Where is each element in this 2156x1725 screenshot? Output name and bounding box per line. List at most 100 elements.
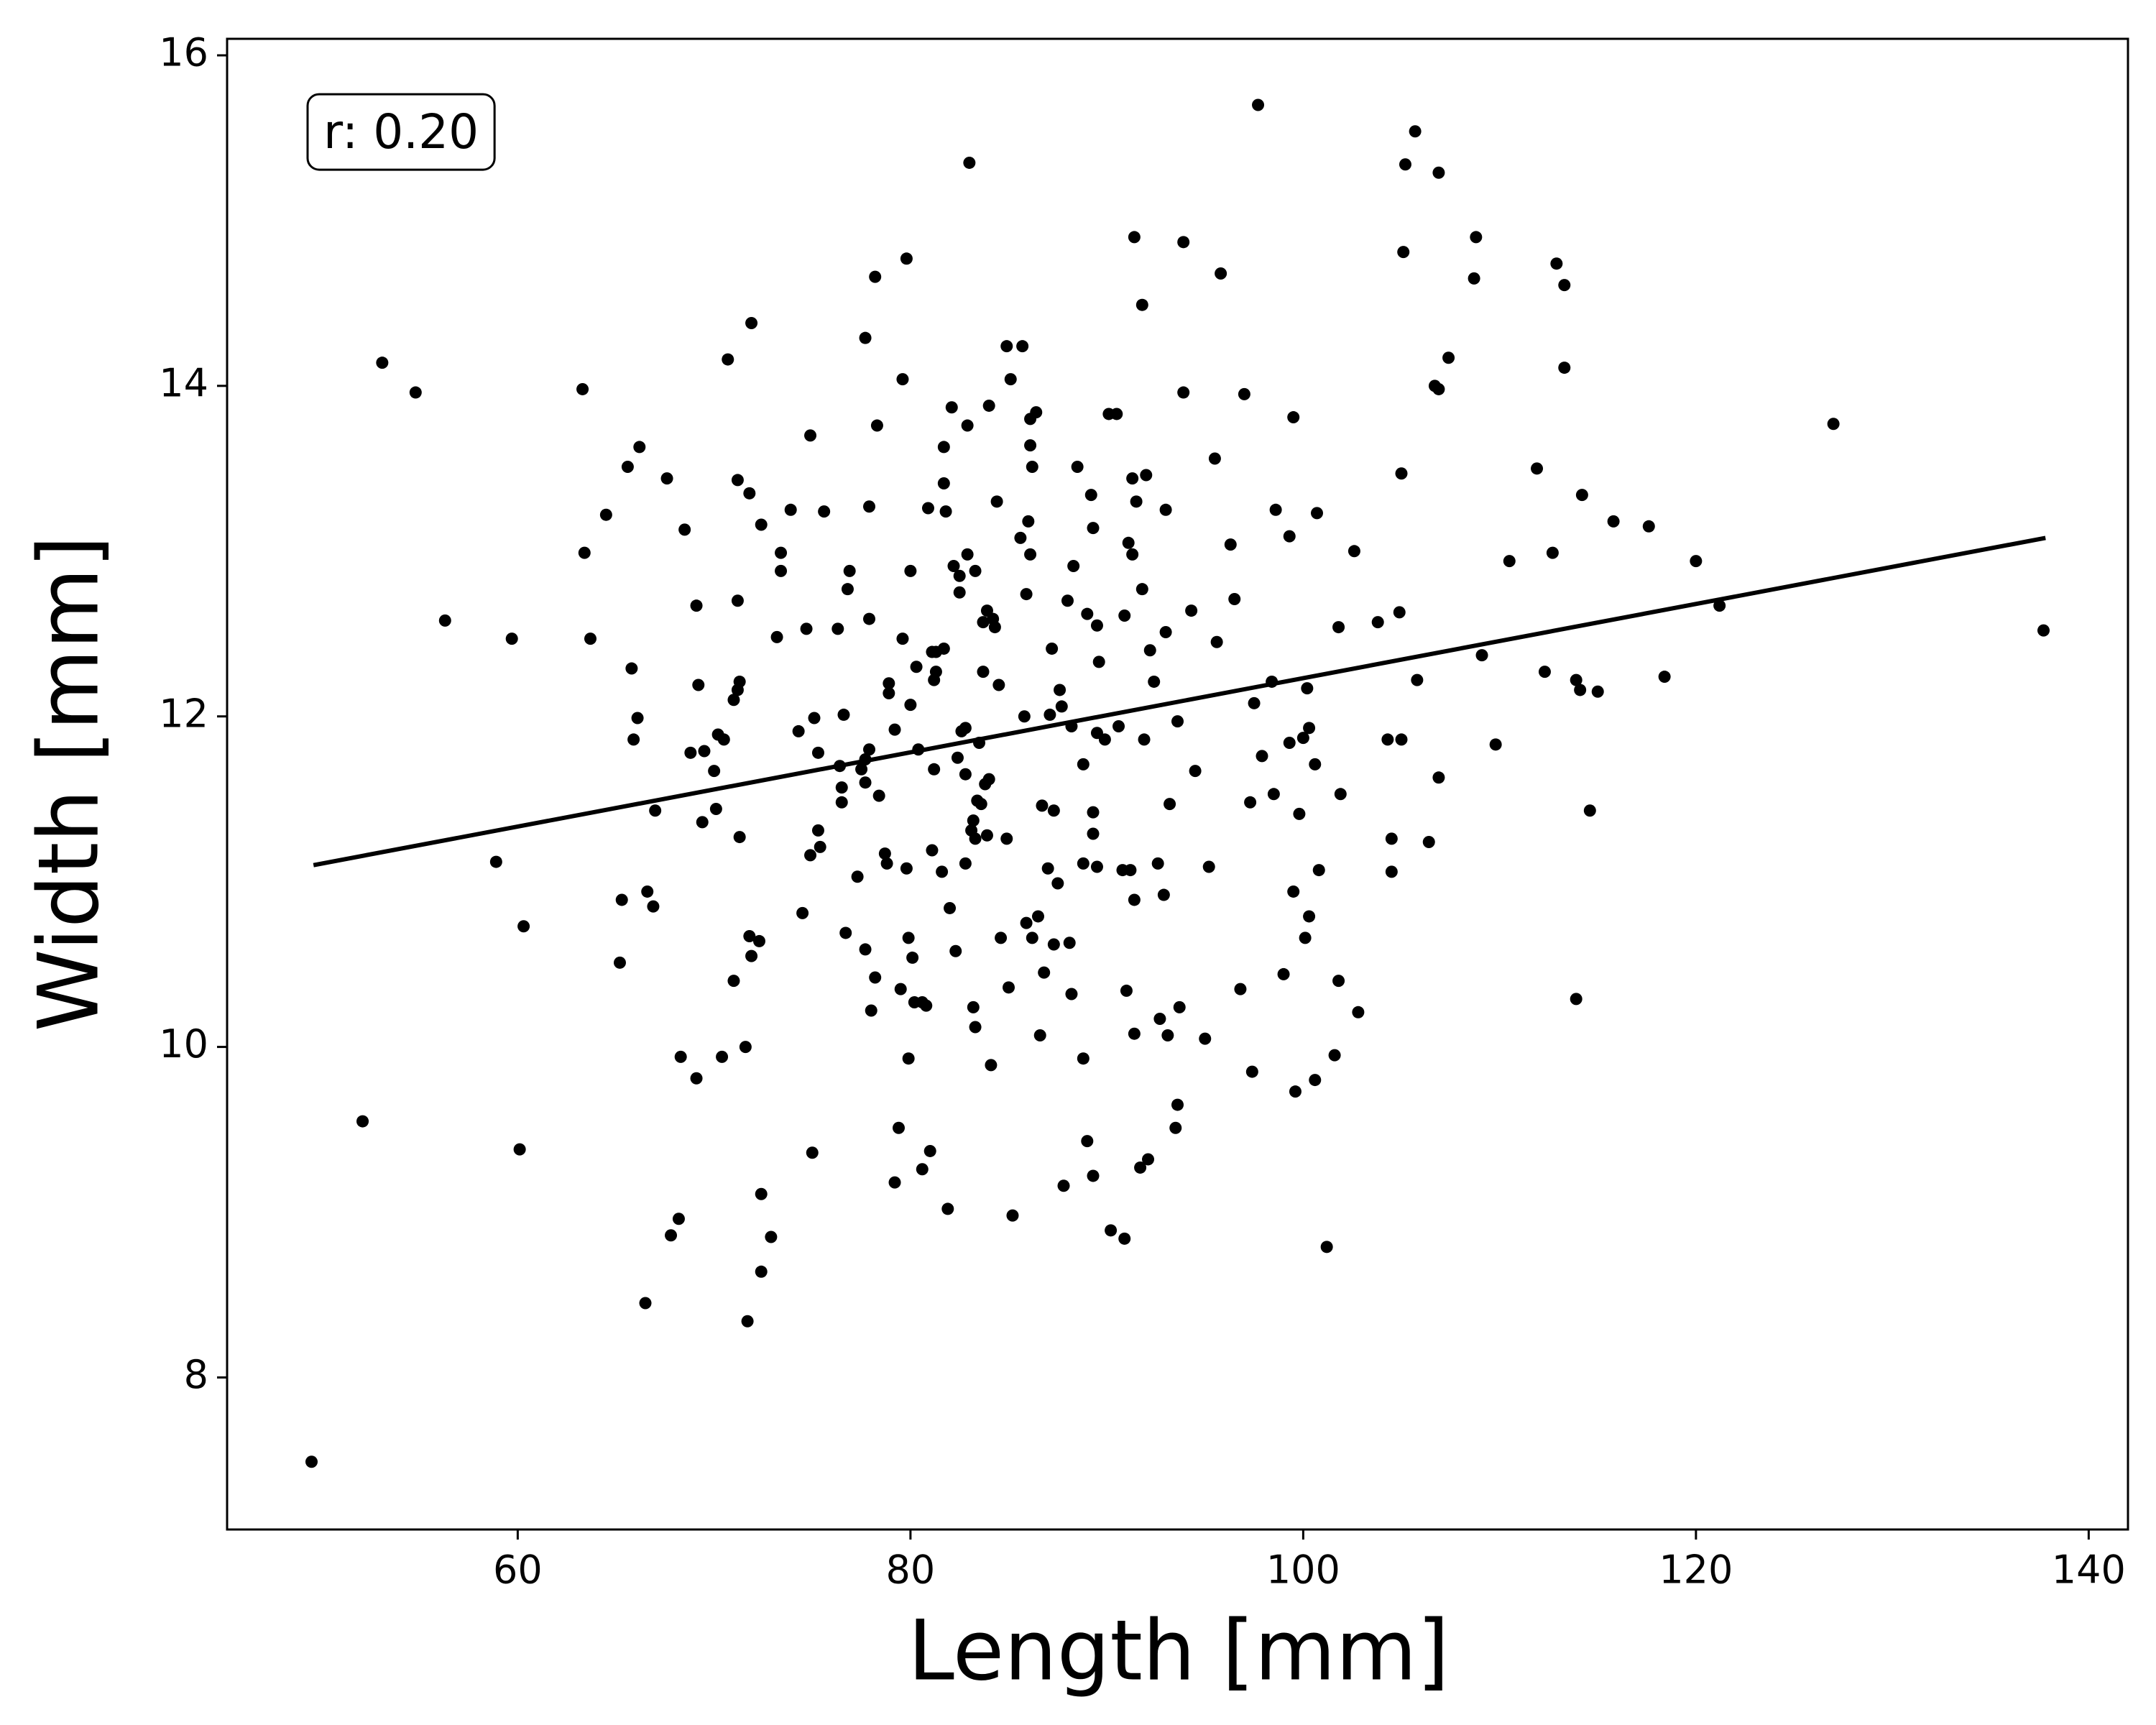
point — [690, 599, 703, 612]
point — [1057, 1179, 1070, 1192]
point — [1607, 515, 1620, 528]
point — [1138, 733, 1151, 746]
point — [1238, 387, 1250, 400]
point — [752, 934, 765, 947]
point — [1468, 272, 1480, 285]
point — [896, 373, 909, 386]
point — [835, 796, 848, 809]
point — [888, 1176, 901, 1189]
point — [1309, 1074, 1322, 1087]
point — [1228, 592, 1241, 605]
point — [980, 829, 993, 842]
point — [944, 901, 957, 914]
point — [961, 419, 974, 432]
point — [995, 932, 1008, 944]
point — [672, 1213, 685, 1225]
point — [1128, 231, 1141, 244]
x-tick-label: 80 — [886, 1547, 936, 1593]
point — [1047, 804, 1060, 817]
point — [1087, 827, 1100, 840]
point — [839, 926, 852, 939]
point — [1658, 671, 1671, 684]
point — [1022, 515, 1035, 528]
point — [1248, 696, 1261, 709]
point — [1161, 1029, 1174, 1041]
point — [1016, 340, 1029, 353]
point — [438, 614, 451, 627]
point — [1055, 700, 1068, 713]
point — [941, 1202, 954, 1215]
point — [1385, 832, 1398, 845]
point — [625, 662, 638, 675]
point — [937, 477, 950, 490]
point — [1558, 362, 1571, 374]
point — [1026, 461, 1038, 474]
point — [1301, 682, 1314, 695]
point — [920, 999, 933, 1012]
x-axis-label: Length [mm] — [908, 1603, 1450, 1700]
point — [1140, 469, 1153, 482]
point — [1546, 546, 1559, 559]
point — [937, 642, 950, 655]
point — [1130, 495, 1143, 508]
point — [709, 802, 722, 815]
point — [859, 776, 872, 789]
point — [872, 789, 885, 802]
point — [1128, 1027, 1141, 1040]
point — [660, 472, 673, 485]
point — [1385, 865, 1398, 878]
point — [1224, 538, 1237, 551]
point — [1550, 257, 1563, 270]
point — [1332, 621, 1345, 634]
point — [1081, 607, 1094, 620]
point — [1234, 983, 1247, 995]
point — [949, 944, 962, 957]
point — [1332, 975, 1345, 988]
point — [1690, 555, 1703, 568]
point — [513, 1143, 526, 1156]
point — [1395, 467, 1408, 480]
point — [1296, 732, 1309, 745]
point — [929, 666, 942, 678]
point — [1199, 1032, 1212, 1045]
point — [1185, 604, 1198, 617]
point — [900, 252, 913, 265]
point — [900, 862, 913, 875]
point — [1135, 583, 1148, 596]
point — [517, 920, 530, 933]
point — [843, 564, 856, 577]
point — [951, 751, 964, 764]
point — [855, 763, 868, 776]
point — [1177, 386, 1190, 399]
point — [722, 353, 734, 366]
point — [977, 616, 990, 629]
y-tick-label: 10 — [159, 1021, 208, 1067]
point — [841, 583, 854, 596]
point — [1303, 910, 1316, 923]
point — [692, 678, 705, 691]
point — [678, 523, 691, 536]
point — [1827, 418, 1840, 431]
point — [804, 849, 817, 862]
point — [1087, 806, 1100, 819]
point — [1065, 988, 1078, 1000]
point — [1173, 1000, 1186, 1013]
point — [985, 1059, 998, 1072]
y-tick-label: 16 — [159, 30, 208, 75]
point — [865, 1004, 877, 1017]
point — [1090, 860, 1103, 873]
x-tick-label: 140 — [2052, 1547, 2126, 1593]
point — [716, 1050, 729, 1063]
point — [1283, 737, 1296, 750]
point — [1171, 715, 1184, 728]
point — [1110, 408, 1123, 420]
point — [731, 594, 744, 607]
point — [1583, 804, 1596, 817]
point — [1352, 1006, 1365, 1018]
point — [755, 1187, 768, 1200]
point — [647, 900, 660, 913]
point — [1245, 1065, 1258, 1078]
point — [696, 816, 709, 829]
point — [959, 768, 972, 781]
